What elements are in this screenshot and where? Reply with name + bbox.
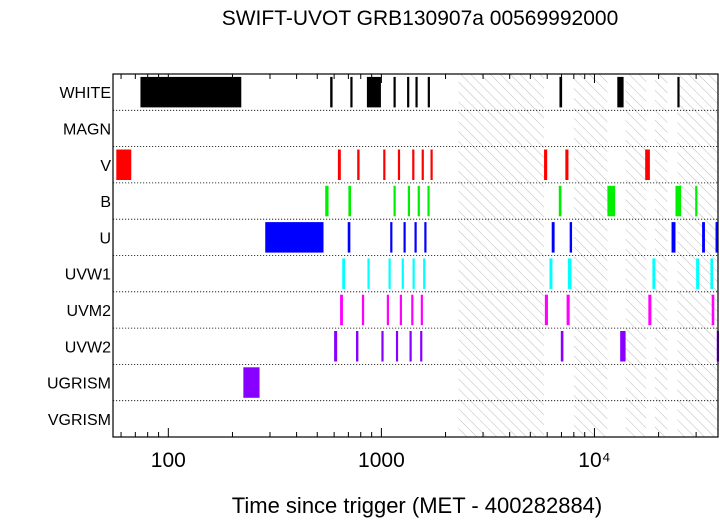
exposure-bar-white [617, 76, 624, 108]
filter-label: B [100, 194, 111, 211]
exposure-bar-uvm2 [648, 294, 652, 326]
exposure-bar-v [397, 149, 401, 180]
exposure-bar-v [421, 149, 424, 180]
exposure-bar-white [330, 76, 333, 108]
gap-region [654, 74, 668, 437]
exposure-bar-v [645, 149, 650, 180]
exposure-bar-b [427, 185, 430, 217]
exposure-bar-uvw2 [409, 331, 412, 362]
x-tick-label: 10⁴ [578, 449, 610, 472]
exposure-bar-u [403, 222, 406, 253]
exposure-bar-uvw1 [388, 258, 391, 289]
exposure-bar-v [565, 149, 569, 180]
exposure-bar-white [366, 76, 381, 108]
exposure-bar-uvw2 [560, 331, 564, 362]
filter-label: UVW1 [65, 267, 111, 284]
x-axis: 100 1000 10⁴ [120, 74, 697, 472]
exposure-bar-uvw2 [395, 331, 399, 362]
filter-label: MAGN [63, 121, 111, 138]
exposure-bar-white [140, 76, 242, 108]
chart-title: SWIFT-UVOT GRB130907a 00569992000 [222, 7, 619, 30]
exposure-bar-u [390, 222, 393, 253]
plot-frame [112, 73, 719, 438]
exposure-bar-uvw2 [381, 331, 384, 362]
exposure-bar-uvw1 [342, 258, 346, 289]
exposure-bar-white [427, 76, 430, 108]
exposure-bar-white [415, 76, 418, 108]
filter-label: WHITE [59, 85, 111, 102]
exposure-bar-white [407, 76, 410, 108]
exposure-bar-uvm2 [411, 294, 414, 326]
exposure-bar-u [265, 222, 324, 253]
exposure-bar-v [383, 149, 386, 180]
x-tick-label: 1000 [358, 449, 405, 472]
exposure-bar-u [569, 222, 573, 253]
exposure-bar-b [348, 185, 351, 217]
exposure-bar-v [544, 149, 548, 180]
exposure-bar-white [350, 76, 353, 108]
exposure-bar-uvw2 [334, 331, 338, 362]
exposure-bar-v [412, 149, 415, 180]
exposure-bar-uvm2 [544, 294, 548, 326]
exposure-bar-u [414, 222, 417, 253]
x-tick-label: 100 [151, 449, 186, 472]
exposure-bar-uvw1 [567, 258, 572, 289]
exposure-bar-white [393, 76, 396, 108]
exposure-bar-uvw1 [652, 258, 656, 289]
filter-label: VGRISM [48, 412, 111, 429]
filter-label: UVW2 [65, 339, 111, 356]
exposure-bar-uvm2 [399, 294, 402, 326]
exposure-bar-v [357, 149, 360, 180]
exposure-bars [116, 76, 719, 398]
x-axis-label: Time since trigger (MET - 400282884) [232, 493, 603, 518]
exposure-bar-uvw1 [367, 258, 370, 289]
exposure-bar-v [116, 149, 132, 180]
exposure-bar-uvw1 [423, 258, 426, 289]
exposure-bar-b [417, 185, 420, 217]
exposure-bar-uvw1 [710, 258, 713, 289]
gap-region [458, 74, 545, 437]
exposure-bar-ugrism [243, 367, 260, 398]
filter-label: UVM2 [67, 303, 112, 320]
filter-label: U [99, 230, 111, 247]
exposure-bar-b [393, 185, 396, 217]
exposure-bar-u [715, 222, 718, 253]
exposure-bar-uvw2 [620, 331, 626, 362]
exposure-bar-u [702, 222, 705, 253]
filter-label: V [100, 158, 111, 175]
exposure-bar-uvm2 [420, 294, 423, 326]
exposure-bar-uvw1 [549, 258, 553, 289]
exposure-bar-uvw2 [420, 331, 423, 362]
exposure-bar-uvw1 [696, 258, 700, 289]
exposure-bar-b [675, 185, 682, 217]
exposure-bar-uvw1 [412, 258, 415, 289]
exposure-bar-white [677, 76, 680, 108]
filter-rows: WHITE MAGN V B U UVW1 UVM2 UVW2 UGRISM VGRISM [47, 85, 718, 429]
exposure-bar-v [337, 149, 341, 180]
exposure-bar-u [551, 222, 555, 253]
exposure-bar-uvm2 [711, 294, 715, 326]
exposure-bar-b [695, 185, 698, 217]
exposure-bar-uvw2 [355, 331, 359, 362]
exposure-bar-b [607, 185, 616, 217]
exposure-bar-u [671, 222, 676, 253]
exposure-bar-b [325, 185, 329, 217]
exposure-bar-white [559, 76, 563, 108]
exposure-bar-b [407, 185, 410, 217]
exposure-bar-b [558, 185, 562, 217]
exposure-bar-u [347, 222, 351, 253]
exposure-bar-uvm2 [340, 294, 343, 326]
exposure-bar-uvm2 [361, 294, 365, 326]
exposure-bar-uvm2 [566, 294, 570, 326]
exposure-bar-uvw1 [401, 258, 404, 289]
exposure-bar-v [430, 149, 433, 180]
filter-label: UGRISM [47, 376, 111, 393]
exposure-bar-uvm2 [386, 294, 389, 326]
exposure-bar-u [424, 222, 427, 253]
